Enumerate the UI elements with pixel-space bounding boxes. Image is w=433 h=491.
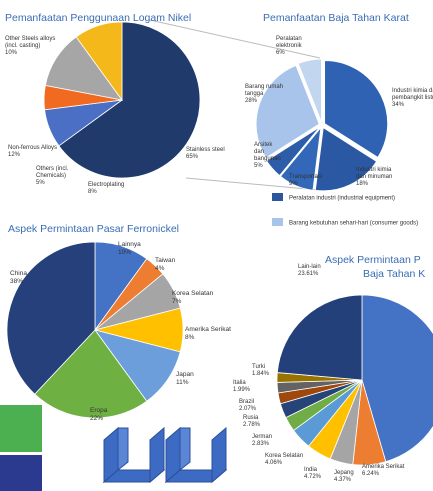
pie-slice xyxy=(276,294,363,381)
slice-value: 2.83% xyxy=(252,441,270,447)
decor-block xyxy=(0,455,42,491)
chart-title: Baja Tahan K xyxy=(363,268,425,280)
pie-slice xyxy=(297,58,322,123)
slice-label: Jepang xyxy=(334,470,354,476)
pie-slice xyxy=(324,60,388,158)
slice-label: Barang rumah tangga xyxy=(245,84,285,97)
slice-value: 6% xyxy=(276,50,285,56)
slice-label: Non-ferrous Alloys xyxy=(8,145,57,151)
pie-slice xyxy=(75,21,123,102)
slice-label: Jerman xyxy=(252,434,272,440)
slice-label: Taiwan xyxy=(155,257,176,264)
pie-slice xyxy=(266,126,321,177)
slice-value: 5% xyxy=(36,180,45,186)
slice-label: Lain-lain xyxy=(298,264,321,270)
pie-slice xyxy=(280,126,322,191)
slice-label: Other Steels alloys (incl. casting) xyxy=(5,36,57,49)
slice-value: 18% xyxy=(356,181,369,187)
slice-value: 4.72% xyxy=(304,474,322,480)
chart-title: Pemanfaatan Penggunaan Logam Nikel xyxy=(5,12,191,24)
slice-label: Eropa xyxy=(90,407,108,414)
slice-value: 7% xyxy=(172,298,182,305)
slice-value: 38% xyxy=(10,278,23,285)
legend-label: Peralatan industri (industrial equipment… xyxy=(289,196,395,202)
pie-slice xyxy=(58,21,201,179)
slice-value: 4.06% xyxy=(265,460,283,466)
slice-value: 11% xyxy=(176,379,189,386)
slice-label: Amerika Serikat xyxy=(362,464,405,470)
legend-swatch xyxy=(272,218,283,226)
slice-label: Transportasi xyxy=(289,174,322,180)
pie-slice xyxy=(361,294,433,463)
slice-value: 5% xyxy=(254,163,263,169)
chart-title: Pemanfaatan Baja Tahan Karat xyxy=(263,12,409,24)
slice-label: Japan xyxy=(176,371,194,378)
slice-value: 23.61% xyxy=(298,271,319,277)
slice-value: 8% xyxy=(185,334,195,341)
slice-value: 4.37% xyxy=(334,477,352,483)
slice-label: Electroplating xyxy=(88,182,124,188)
legend-swatch xyxy=(272,193,283,201)
connector xyxy=(185,177,319,191)
slice-value: 6.24% xyxy=(362,471,380,477)
slice-label: Amerika Serikat xyxy=(185,326,231,333)
slice-value: 9% xyxy=(289,181,298,187)
slice-value: 34% xyxy=(392,102,405,108)
steel-channel xyxy=(102,426,228,484)
slice-value: 2.78% xyxy=(243,422,261,428)
slice-label: Korea Selatan xyxy=(172,290,214,297)
slice-value: 10% xyxy=(5,50,18,56)
slice-value: 65% xyxy=(186,154,199,160)
slice-label: Turki xyxy=(252,364,265,370)
pie-slice xyxy=(34,329,148,419)
slice-value: 4% xyxy=(155,265,165,272)
legend-label: Barang kebutuhan sehari-hari (consumer g… xyxy=(289,221,418,227)
slice-value: 22% xyxy=(90,415,103,422)
slice-label: Industri kimia dan pembangkit listrik xyxy=(392,88,433,101)
chart-title: Aspek Permintaan P xyxy=(325,254,421,266)
slice-value: 28% xyxy=(245,98,258,104)
slice-label: Stainless steel xyxy=(186,147,225,153)
pie-slice xyxy=(255,64,320,159)
slice-label: Arsitek dan bangunan xyxy=(254,142,281,162)
decor-block xyxy=(0,405,42,452)
chart-title: Aspek Permintaan Pasar Ferronickel xyxy=(8,223,179,235)
slice-label: Peralatan elektronik xyxy=(276,36,303,49)
slice-value: 1.84% xyxy=(252,371,270,377)
slice-label: Italia xyxy=(233,380,246,386)
slice-label: India xyxy=(304,467,318,473)
slice-value: 8% xyxy=(88,189,97,195)
slice-label: Rusia xyxy=(243,415,259,421)
pie-slice xyxy=(314,127,378,192)
pie-slice xyxy=(6,241,96,395)
slice-label: Lainnya xyxy=(118,241,141,248)
slice-label: China xyxy=(10,270,27,277)
slice-label: Industri kimia dan minuman xyxy=(356,167,393,180)
slice-label: Brazil xyxy=(239,399,254,405)
slice-value: 10% xyxy=(118,249,131,256)
slice-value: 12% xyxy=(8,152,21,158)
slice-value: 2.07% xyxy=(239,406,257,412)
slice-value: 1.99% xyxy=(233,387,251,393)
slice-label: Others (incl. Chemicals) xyxy=(36,166,70,179)
slice-label: Korea Selatan xyxy=(265,453,303,459)
connector xyxy=(149,19,321,59)
